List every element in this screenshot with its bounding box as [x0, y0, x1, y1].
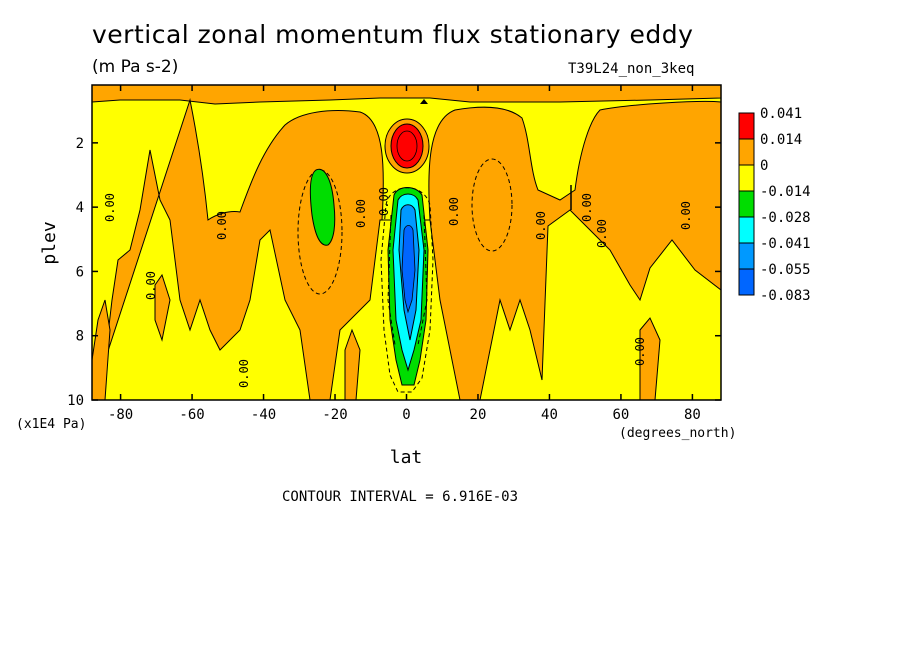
contour-label: 0.00	[377, 187, 391, 216]
contour-label: 0.00	[237, 359, 251, 388]
x-tick-label: 60	[613, 407, 630, 423]
x-tick-label: -80	[108, 407, 133, 423]
y-tick-label: 6	[76, 264, 84, 280]
contour-labels: 0.00 0.00 0.00 0.00 0.00 0.00 0.00 0.00 …	[103, 187, 693, 388]
y-axis-label: plev	[39, 221, 60, 264]
x-axis: -80 -60 -40 -20 0 20 40 60 80	[108, 85, 701, 423]
x-tick-label: 0	[402, 407, 410, 423]
legend-label: -0.014	[760, 184, 811, 200]
field-orange	[92, 85, 721, 400]
contour-marker-top	[420, 99, 428, 104]
legend-label: -0.083	[760, 288, 811, 304]
legend-swatch	[738, 216, 755, 244]
color-legend: 0.041 0.014 0 -0.014 -0.028 -0.041 -0.055 -0.08…	[738, 106, 811, 304]
contour-label: 0.00	[595, 219, 609, 248]
legend-label: 0.014	[760, 132, 802, 148]
x-axis-label: lat	[390, 447, 423, 468]
contour-label: 0.00	[144, 271, 158, 300]
contour-label: 0.00	[679, 201, 693, 230]
contour-fields	[92, 85, 721, 400]
x-tick-label: 80	[684, 407, 701, 423]
contour-label: 0.00	[354, 199, 368, 228]
y-axis-units: (x1E4 Pa)	[16, 417, 86, 432]
chart-units: (m Pa s-2)	[92, 57, 179, 77]
contour-interval: CONTOUR INTERVAL = 6.916E-03	[282, 489, 519, 505]
chart-title: vertical zonal momentum flux stationary …	[92, 20, 694, 49]
contour-label: 0.00	[103, 193, 117, 222]
contour-label: 0.00	[633, 337, 647, 366]
legend-swatch	[738, 164, 755, 192]
legend-swatch	[738, 138, 755, 166]
legend-label: 0.041	[760, 106, 802, 122]
x-tick-label: -40	[251, 407, 276, 423]
legend-swatch	[738, 190, 755, 218]
y-tick-label: 10	[67, 393, 84, 409]
legend-swatch	[738, 242, 755, 270]
x-tick-label: 40	[541, 407, 558, 423]
run-name: T39L24_non_3keq	[568, 61, 695, 77]
field-negative-column	[380, 187, 434, 393]
legend-swatch	[738, 268, 755, 296]
field-red-max	[384, 118, 430, 174]
y-tick-label: 2	[76, 136, 84, 152]
legend-label: -0.055	[760, 262, 811, 278]
x-axis-units: (degrees_north)	[619, 426, 736, 441]
contour-label: 0.00	[215, 211, 229, 240]
x-tick-label: -60	[179, 407, 204, 423]
field-green-blob	[297, 168, 343, 295]
y-axis: 2 4 6 8 10	[67, 136, 721, 409]
y-tick-label: 8	[76, 329, 84, 345]
legend-swatch	[738, 112, 755, 140]
legend-label: 0	[760, 158, 768, 174]
y-tick-label: 4	[76, 200, 84, 216]
legend-label: -0.028	[760, 210, 811, 226]
legend-label: -0.041	[760, 236, 811, 252]
contour-label: 0.00	[534, 211, 548, 240]
contour-label: 0.00	[580, 193, 594, 222]
x-tick-label: -20	[322, 407, 347, 423]
x-tick-label: 20	[470, 407, 487, 423]
contour-label: 0.00	[447, 197, 461, 226]
contour-negative-east	[471, 158, 513, 252]
